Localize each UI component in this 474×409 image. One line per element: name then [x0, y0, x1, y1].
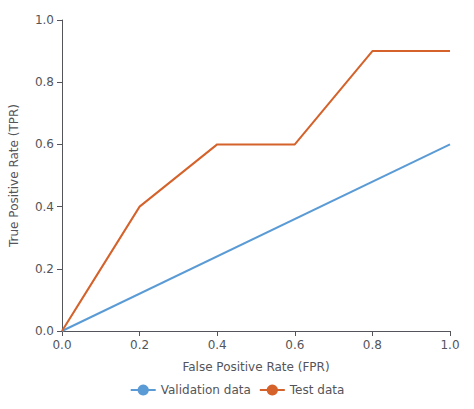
svg-text:0.4: 0.4	[35, 200, 54, 214]
svg-text:0.4: 0.4	[208, 338, 227, 352]
svg-text:0.8: 0.8	[363, 338, 382, 352]
svg-text:0.0: 0.0	[35, 324, 54, 338]
svg-text:1.0: 1.0	[35, 13, 54, 27]
svg-text:0.0: 0.0	[52, 338, 71, 352]
svg-text:0.6: 0.6	[285, 338, 304, 352]
svg-text:True Positive Rate (TPR): True Positive Rate (TPR)	[7, 104, 21, 248]
svg-text:False Positive Rate (FPR): False Positive Rate (FPR)	[182, 360, 329, 374]
svg-text:Validation data: Validation data	[161, 383, 251, 397]
svg-text:0.2: 0.2	[35, 262, 54, 276]
svg-text:1.0: 1.0	[440, 338, 459, 352]
svg-text:0.2: 0.2	[130, 338, 149, 352]
svg-text:0.6: 0.6	[35, 137, 54, 151]
svg-text:0.8: 0.8	[35, 75, 54, 89]
svg-text:Test data: Test data	[289, 383, 344, 397]
